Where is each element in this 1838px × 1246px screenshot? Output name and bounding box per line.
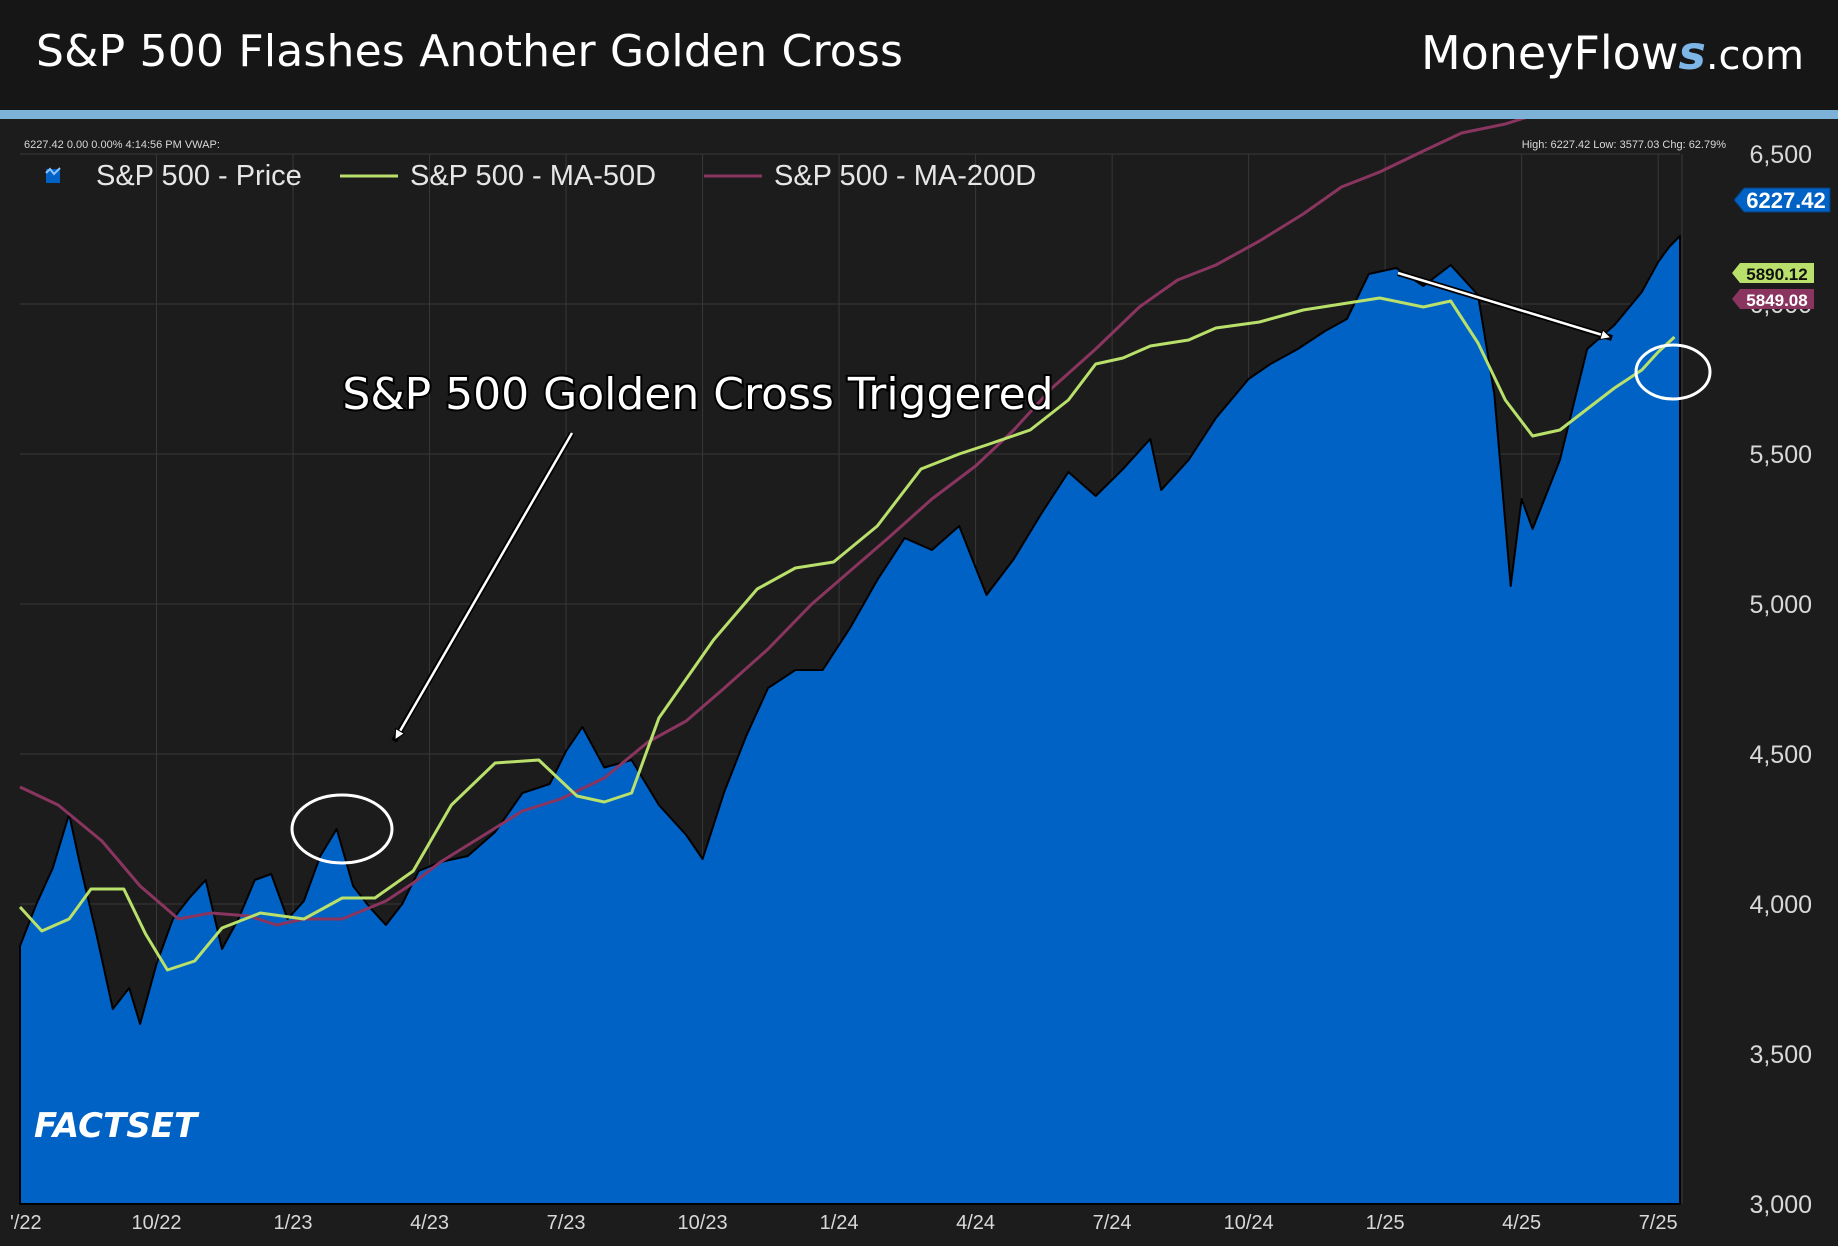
y-tick-label: 4,500 [1749,741,1812,769]
annotation-arrow-right [1397,271,1609,337]
x-tick-label: 10/23 [678,1212,728,1234]
x-tick-label: 4/24 [956,1212,995,1234]
x-tick-label: 10/24 [1224,1212,1274,1234]
y-tick-label: 5,000 [1749,591,1812,619]
brand-main: MoneyFlow [1420,26,1679,80]
header-rule [0,110,1838,119]
price-area [19,234,1681,1205]
x-tick-label: '/22 [10,1212,42,1234]
x-tick-label: 4/25 [1502,1212,1541,1234]
ma200-line [19,119,1527,927]
page-title: S&P 500 Flashes Another Golden Cross [36,26,904,77]
x-tick-label: 7/23 [547,1212,586,1234]
x-tick-label: 10/22 [131,1212,181,1234]
y-tick-label: 4,000 [1749,891,1812,919]
x-tick-label: 1/24 [820,1212,859,1234]
price-last-value: 6227.42 [1746,188,1826,213]
legend-price-icon [45,167,61,183]
y-tick-label: 3,000 [1749,1191,1812,1219]
x-tick-label: 1/23 [274,1212,313,1234]
info-left: 6227.42 0.00 0.00% 4:14:56 PM VWAP: [24,139,220,151]
ma50-line [18,296,1676,972]
x-tick-label: 4/23 [410,1212,449,1234]
legend-ma50-label: S&P 500 - MA-50D [410,160,656,192]
ma50-last-value: 5890.12 [1746,265,1807,284]
brand-logo: MoneyFlows.com [1421,26,1804,80]
annotation-arrow-left [396,432,574,738]
y-tick-label: 5,500 [1749,441,1812,469]
header-bar: S&P 500 Flashes Another Golden Cross Mon… [0,0,1838,110]
factset-logo: FACTSET [34,1106,200,1146]
brand-suffix: .com [1705,33,1804,79]
y-tick-label: 3,500 [1749,1041,1812,1069]
cross-circle-2025 [1634,343,1712,401]
price-last-value-tag: 6227.42 [1733,187,1831,213]
legend: S&P 500 - Price S&P 500 - MA-50D S&P 500… [45,160,1036,192]
info-right: High: 6227.42 Low: 3577.03 Chg: 62.79% [1522,139,1726,151]
ma50-last-value-tag: 5890.12 [1732,263,1814,284]
ma200-last-value: 5849.08 [1746,291,1807,310]
ma200-last-value-tag: 5849.08 [1732,289,1814,310]
price-chart: 3,0003,5004,0004,5005,0005,5006,0006,500… [10,119,1831,1239]
legend-ma200-label: S&P 500 - MA-200D [774,160,1036,192]
y-tick-label: 6,500 [1749,141,1812,169]
brand-s: s [1678,26,1706,80]
x-tick-label: 7/24 [1093,1212,1132,1234]
x-tick-label: 7/25 [1639,1212,1678,1234]
x-tick-label: 1/25 [1366,1212,1405,1234]
cross-circle-2023 [290,793,394,865]
legend-price-label: S&P 500 - Price [96,160,302,192]
x-axis: '/22 10/22 1/23 4/23 7/23 10/23 1/24 4/24 7/24 10… [10,1212,1678,1234]
annotation-text: S&P 500 Golden Cross Triggered [342,369,1053,420]
